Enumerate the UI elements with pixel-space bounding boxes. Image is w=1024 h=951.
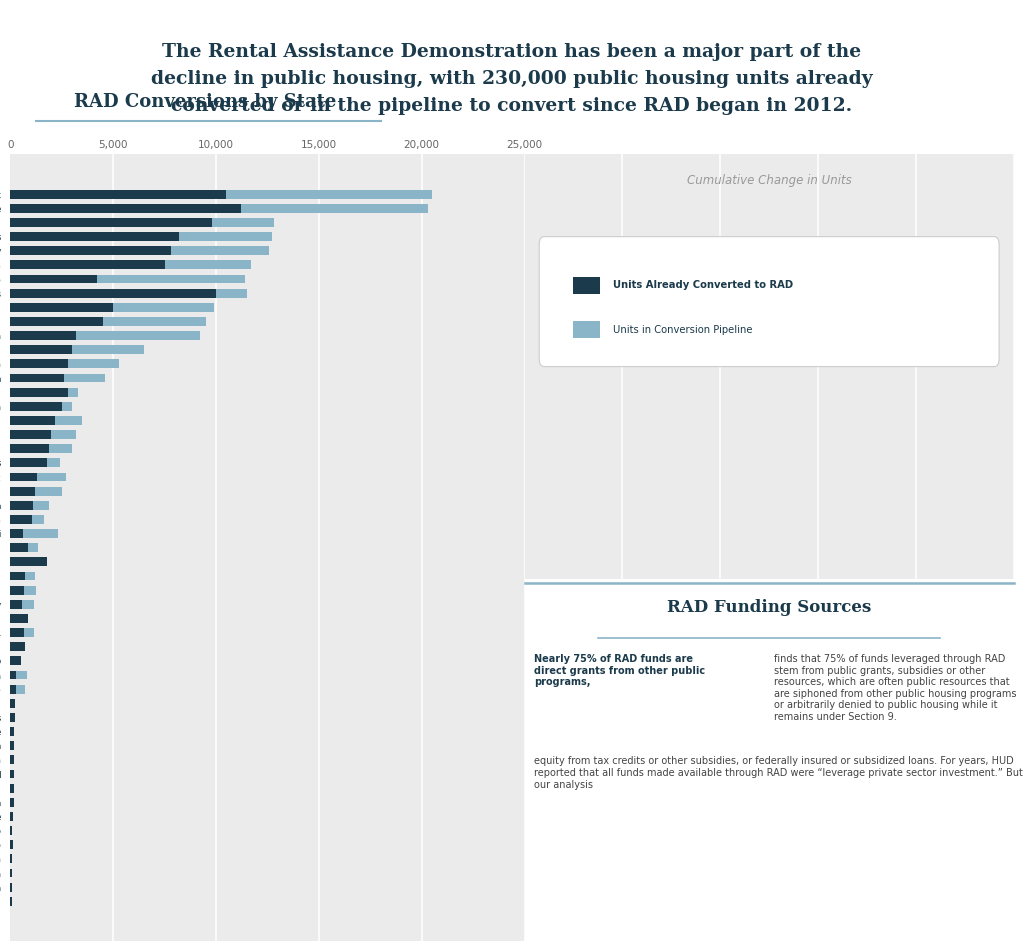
Bar: [10, 868, 12, 878]
Bar: [10, 388, 68, 397]
Text: Nearly 75% of RAD funds are
direct grants from other public
programs,: Nearly 75% of RAD funds are direct grant…: [535, 654, 706, 688]
Bar: [10, 487, 35, 495]
Bar: [23, 529, 57, 538]
Bar: [10, 289, 216, 298]
Text: Units in Conversion Pipeline: Units in Conversion Pipeline: [612, 324, 752, 335]
Bar: [226, 190, 432, 199]
Bar: [113, 303, 214, 312]
Bar: [96, 275, 245, 283]
Text: equity from tax credits or other subsidies, or federally insured or subsidized l: equity from tax credits or other subsidi…: [535, 756, 1023, 789]
Text: RAD Funding Sources: RAD Funding Sources: [667, 599, 871, 616]
Bar: [573, 320, 600, 339]
Bar: [10, 883, 12, 891]
Text: The Rental Assistance Demonstration has been a major part of the
decline in publ: The Rental Assistance Demonstration has …: [152, 43, 872, 115]
Bar: [22, 600, 34, 609]
Bar: [61, 402, 72, 411]
Text: finds that 75% of funds leveraged through RAD stem from public grants, subsidies: finds that 75% of funds leveraged throug…: [774, 654, 1017, 722]
Bar: [216, 289, 247, 298]
Bar: [37, 473, 66, 481]
Bar: [33, 501, 49, 510]
Bar: [10, 855, 12, 864]
Bar: [10, 614, 28, 623]
Bar: [25, 572, 35, 580]
Bar: [10, 416, 55, 425]
Text: RAD Conversions by State: RAD Conversions by State: [75, 92, 337, 110]
Bar: [10, 473, 37, 481]
Bar: [10, 359, 68, 368]
Bar: [35, 487, 61, 495]
Bar: [212, 218, 273, 227]
Bar: [24, 586, 36, 594]
Bar: [10, 458, 47, 467]
Bar: [24, 629, 34, 637]
Bar: [10, 685, 16, 693]
FancyBboxPatch shape: [540, 237, 999, 366]
Bar: [10, 515, 32, 524]
Bar: [72, 345, 144, 354]
Text: Units Already Converted to RAD: Units Already Converted to RAD: [612, 281, 793, 290]
Bar: [10, 275, 96, 283]
Bar: [10, 444, 49, 453]
Bar: [10, 586, 24, 594]
Bar: [179, 232, 271, 241]
Bar: [171, 246, 269, 255]
Bar: [10, 642, 25, 651]
Bar: [10, 430, 51, 439]
Bar: [10, 670, 16, 679]
Bar: [76, 331, 200, 340]
Bar: [10, 402, 61, 411]
Bar: [10, 529, 23, 538]
Bar: [10, 784, 13, 792]
Bar: [16, 670, 27, 679]
Bar: [10, 543, 28, 553]
Bar: [10, 345, 72, 354]
Bar: [10, 656, 20, 666]
Bar: [10, 572, 25, 580]
Bar: [10, 798, 13, 806]
Bar: [28, 543, 38, 553]
Bar: [68, 388, 78, 397]
Bar: [10, 303, 113, 312]
Bar: [49, 444, 72, 453]
Bar: [10, 897, 11, 905]
Text: Cumulative Change in Units: Cumulative Change in Units: [687, 174, 852, 186]
Bar: [10, 769, 13, 779]
Bar: [10, 246, 171, 255]
Bar: [10, 218, 212, 227]
Bar: [10, 841, 13, 849]
Bar: [10, 204, 241, 213]
Bar: [10, 232, 179, 241]
Bar: [10, 317, 102, 326]
Bar: [63, 374, 104, 382]
Bar: [10, 728, 14, 736]
Bar: [10, 713, 15, 722]
Bar: [47, 458, 59, 467]
Bar: [102, 317, 206, 326]
Bar: [573, 277, 600, 294]
Bar: [10, 331, 76, 340]
Bar: [241, 204, 428, 213]
Bar: [10, 374, 63, 382]
Bar: [55, 416, 82, 425]
Bar: [10, 742, 14, 750]
Bar: [10, 261, 165, 269]
Bar: [10, 812, 13, 821]
Bar: [524, 154, 1014, 579]
Bar: [32, 515, 44, 524]
Bar: [10, 826, 12, 835]
Bar: [10, 501, 33, 510]
Bar: [165, 261, 251, 269]
Bar: [10, 629, 24, 637]
Bar: [10, 557, 47, 566]
Bar: [10, 755, 14, 765]
Bar: [16, 685, 26, 693]
Bar: [68, 359, 119, 368]
Bar: [10, 190, 226, 199]
Bar: [10, 699, 15, 708]
Bar: [51, 430, 76, 439]
Bar: [10, 600, 22, 609]
